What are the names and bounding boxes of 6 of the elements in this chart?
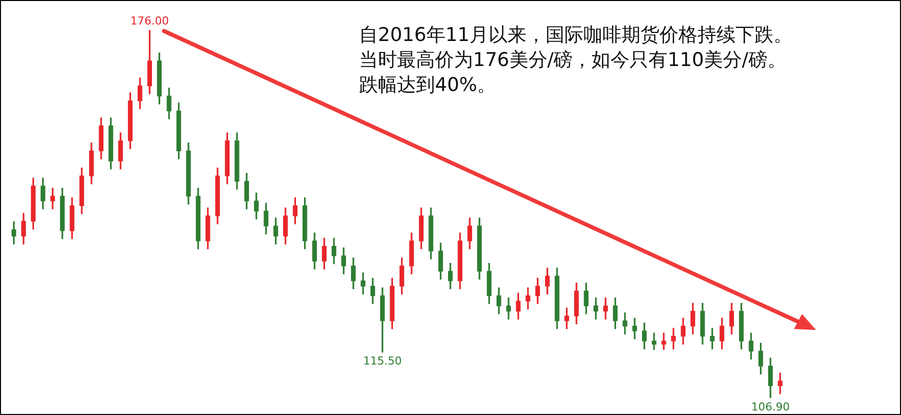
annotation: 当时最高价为176美分/磅，如今只有110美分/磅。 [359,48,788,73]
annotation: 跌幅达到40%。 [359,73,498,98]
annotation: 176.00 [130,14,169,28]
annotation: 自2016年11月以来，国际咖啡期货价格持续下跌。 [359,23,793,48]
annotation: 106.90 [751,400,790,414]
annotation: 115.50 [363,354,402,368]
